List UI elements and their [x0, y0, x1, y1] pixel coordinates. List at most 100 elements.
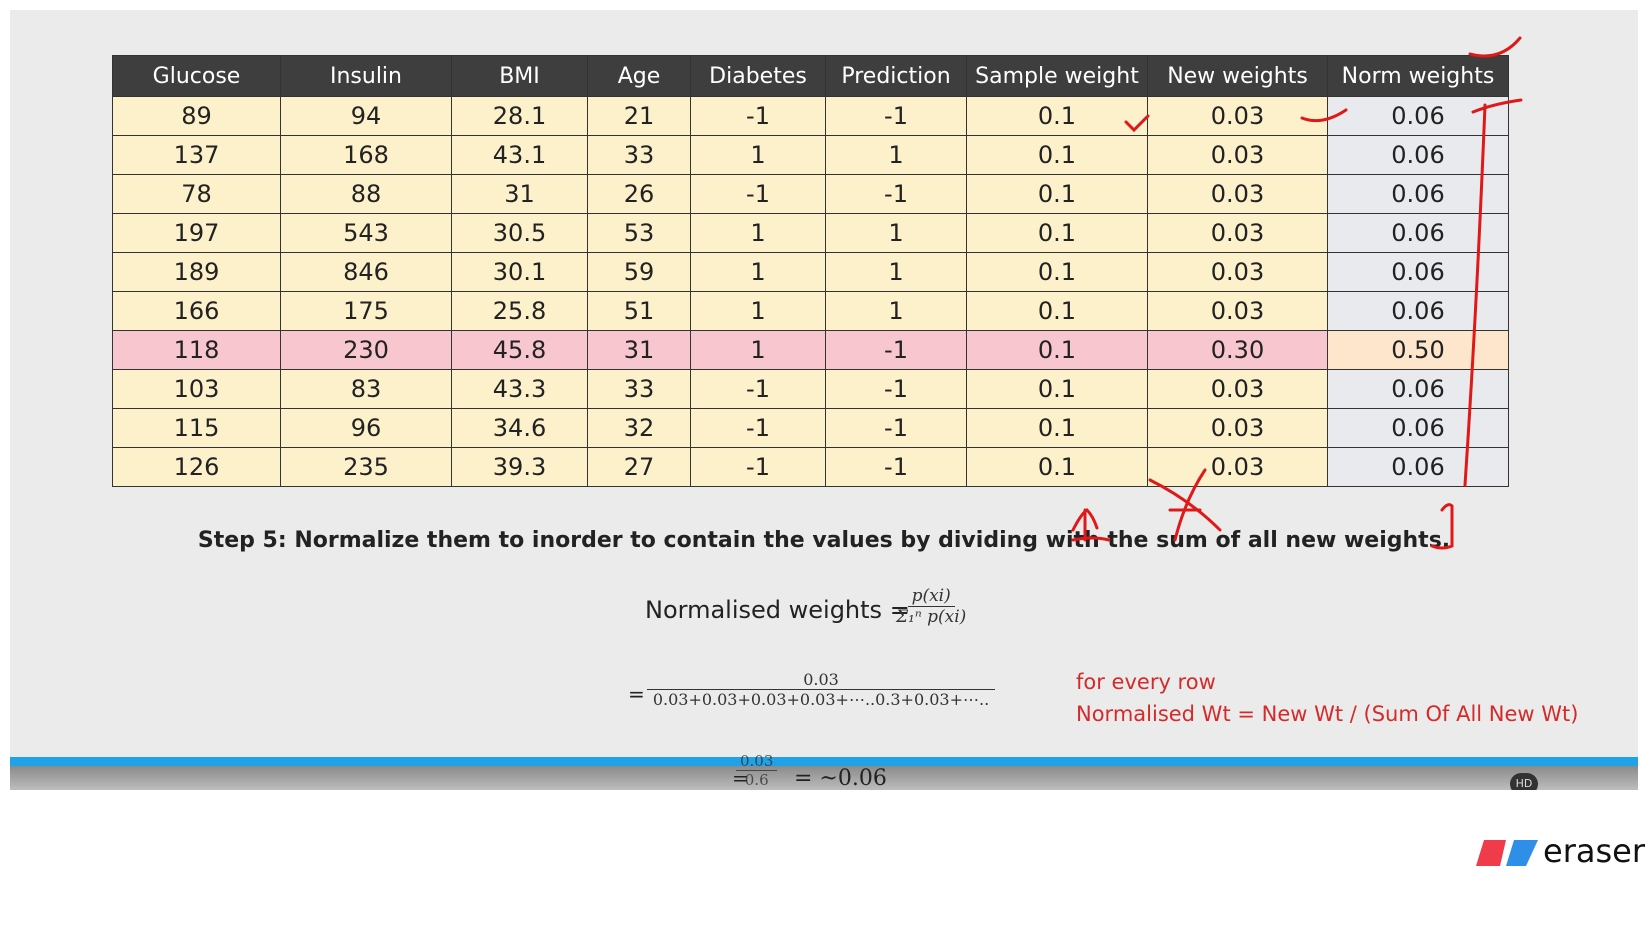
formula-fraction: 0.03 0.03+0.03+0.03+0.03+⋯..0.3+0.03+⋯.. — [647, 670, 995, 709]
cell: 175 — [280, 291, 452, 331]
cell: 1 — [690, 330, 826, 370]
cell: 0.03 — [1147, 213, 1328, 253]
cell: 0.03 — [1147, 135, 1328, 175]
step-text: Step 5: Normalize them to inorder to con… — [197, 528, 1451, 553]
video-frame[interactable]: Glucose Insulin BMI Age Diabetes Prediction Sa… — [10, 10, 1638, 790]
cell: 0.03 — [1147, 447, 1328, 487]
cell: -1 — [825, 447, 967, 487]
annotation: Normalised Wt = New Wt / (Sum Of All New… — [1076, 702, 1579, 726]
cell: 26 — [587, 174, 691, 214]
cell: 137 — [112, 135, 281, 175]
cell: 1 — [690, 213, 826, 253]
cell: 1 — [825, 291, 967, 331]
denominator: 0.03+0.03+0.03+0.03+⋯..0.3+0.03+⋯.. — [652, 690, 990, 709]
cell: 0.1 — [966, 330, 1148, 370]
table-row: 197 543 30.5 53 1 1 0.1 0.03 0.06 — [112, 213, 1509, 253]
cell: 0.03 — [1147, 252, 1328, 292]
cell: 0.1 — [966, 408, 1148, 448]
cell: 59 — [587, 252, 691, 292]
cell: 88 — [280, 174, 452, 214]
denominator: 0.6 — [744, 771, 769, 789]
cell: 25.8 — [451, 291, 588, 331]
cell: 0.06 — [1327, 135, 1509, 175]
cell: 33 — [587, 369, 691, 409]
cell: 118 — [112, 330, 281, 370]
cell: 0.06 — [1327, 408, 1509, 448]
formula-result: = ~0.06 — [794, 766, 887, 790]
cell: 32 — [587, 408, 691, 448]
logo: eraser — [1543, 832, 1645, 870]
cell: 21 — [587, 96, 691, 136]
cell: -1 — [690, 369, 826, 409]
cell: -1 — [825, 174, 967, 214]
cell: 89 — [112, 96, 281, 136]
cell: 0.1 — [966, 369, 1148, 409]
cell: 39.3 — [451, 447, 588, 487]
progress-bar[interactable] — [10, 757, 1638, 766]
formula-fraction: 0.03 0.6 — [736, 752, 778, 789]
cell: -1 — [690, 408, 826, 448]
cell: 30.5 — [451, 213, 588, 253]
cell: 28.1 — [451, 96, 588, 136]
table-row: 115 96 34.6 32 -1 -1 0.1 0.03 0.06 — [112, 408, 1509, 448]
cell: 543 — [280, 213, 452, 253]
cell: 235 — [280, 447, 452, 487]
weights-table: Glucose Insulin BMI Age Diabetes Prediction Sa… — [112, 55, 1509, 487]
cell: 230 — [280, 330, 452, 370]
cell: 0.1 — [966, 447, 1148, 487]
cell: 1 — [825, 252, 967, 292]
cell: 0.06 — [1327, 291, 1509, 331]
cell: 0.30 — [1147, 330, 1328, 370]
cell: 1 — [690, 135, 826, 175]
header-cell: Sample weight — [966, 55, 1148, 97]
player-controls[interactable] — [10, 766, 1638, 790]
cell: 31 — [587, 330, 691, 370]
cell: 1 — [825, 135, 967, 175]
cell: 103 — [112, 369, 281, 409]
cell: 0.50 — [1327, 330, 1509, 370]
cell: 0.1 — [966, 174, 1148, 214]
cell: 0.03 — [1147, 291, 1328, 331]
cell: 115 — [112, 408, 281, 448]
logo-icon — [1476, 840, 1538, 866]
formula-fraction: p(xi) Σ₁ⁿ p(xi) — [892, 586, 970, 627]
cell: -1 — [690, 447, 826, 487]
denominator: Σ₁ⁿ p(xi) — [896, 607, 967, 627]
cell: 43.1 — [451, 135, 588, 175]
cell: 0.1 — [966, 213, 1148, 253]
formula-lhs: = — [628, 682, 645, 706]
cell: 189 — [112, 252, 281, 292]
cell: 30.1 — [451, 252, 588, 292]
cell: -1 — [825, 330, 967, 370]
cell: 51 — [587, 291, 691, 331]
cell: 83 — [280, 369, 452, 409]
cell: 33 — [587, 135, 691, 175]
cell: 846 — [280, 252, 452, 292]
cell: 45.8 — [451, 330, 588, 370]
formula-lhs: = — [732, 766, 749, 790]
cell: -1 — [825, 408, 967, 448]
cell: 0.03 — [1147, 174, 1328, 214]
cell: 0.1 — [966, 96, 1148, 136]
table-row: 189 846 30.1 59 1 1 0.1 0.03 0.06 — [112, 252, 1509, 292]
hd-badge[interactable]: HD — [1510, 773, 1538, 790]
cell: 94 — [280, 96, 452, 136]
cell: 43.3 — [451, 369, 588, 409]
table-row: 126 235 39.3 27 -1 -1 0.1 0.03 0.06 — [112, 447, 1509, 487]
table-row: 103 83 43.3 33 -1 -1 0.1 0.03 0.06 — [112, 369, 1509, 409]
header-cell: New weights — [1147, 55, 1328, 97]
cell: 0.1 — [966, 135, 1148, 175]
cell: 126 — [112, 447, 281, 487]
cell: 197 — [112, 213, 281, 253]
header-cell: Diabetes — [690, 55, 826, 97]
cell: 31 — [451, 174, 588, 214]
header-cell: Prediction — [825, 55, 967, 97]
cell: 0.03 — [1147, 96, 1328, 136]
cell: 27 — [587, 447, 691, 487]
cell: 0.03 — [1147, 408, 1328, 448]
cell: 1 — [825, 213, 967, 253]
cell: 0.06 — [1327, 96, 1509, 136]
numerator: 0.03 — [647, 670, 995, 690]
cell: 0.06 — [1327, 369, 1509, 409]
